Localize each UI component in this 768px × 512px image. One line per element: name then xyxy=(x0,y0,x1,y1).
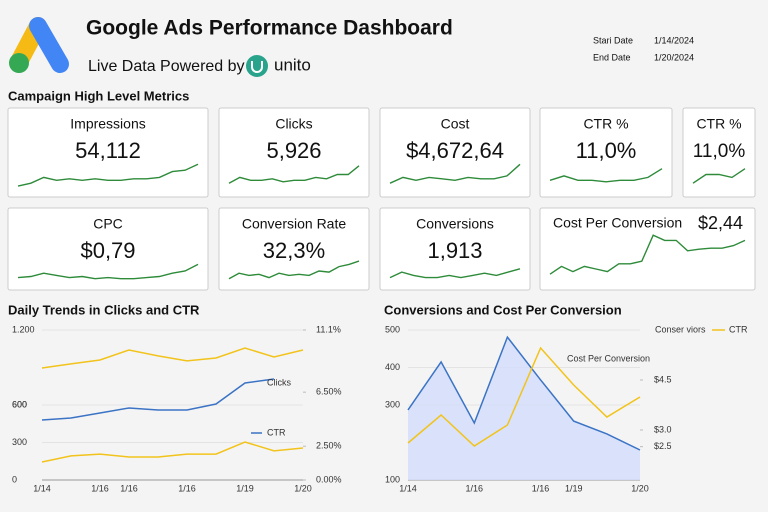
metric-card xyxy=(379,107,531,198)
series-label: Cost Per Conversion xyxy=(567,353,650,363)
legend-label: CTR xyxy=(729,324,748,334)
x-tick-label: 1/16 xyxy=(91,483,109,493)
card-label: Conversion Rate xyxy=(242,216,346,232)
section-title: Campaign High Level Metrics xyxy=(8,88,189,103)
y-tick-label: 100 xyxy=(385,474,400,484)
legend-label: Conser viors xyxy=(655,324,706,334)
card-value: 54,112 xyxy=(75,138,141,163)
series-line xyxy=(41,441,304,463)
x-tick-label: 1/19 xyxy=(236,483,254,493)
y2-tick-label: 11.1% xyxy=(316,324,341,334)
series-line xyxy=(407,335,641,451)
unito-glyph xyxy=(251,61,263,73)
card-value: 11,0% xyxy=(693,141,746,162)
chart-title: Daily Trends in Clicks and CTR xyxy=(8,302,200,317)
x-tick-label: 1/20 xyxy=(631,483,649,493)
sparkline xyxy=(17,263,199,280)
google-ads-logo xyxy=(9,17,69,73)
card-label: Conversions xyxy=(416,216,494,232)
y-tick-label: 600 xyxy=(12,399,27,409)
subtitle: Live Data Powered by xyxy=(88,58,245,75)
y-tick-label: 1.200 xyxy=(12,324,35,334)
card-value: 5,926 xyxy=(266,138,321,163)
x-tick-label: 1/16 xyxy=(532,483,550,493)
metric-card xyxy=(218,107,370,198)
sparkline xyxy=(17,163,199,187)
card-label: Clicks xyxy=(275,116,312,132)
date-label: End Date xyxy=(593,52,631,62)
sparkline xyxy=(692,168,746,184)
sparkline xyxy=(228,165,360,184)
y2-tick-label: $4.5 xyxy=(654,374,672,384)
chart-title: Conversions and Cost Per Conversion xyxy=(384,302,622,317)
series-line xyxy=(41,347,304,369)
card-label: Cost xyxy=(441,116,470,132)
area xyxy=(408,337,640,480)
date-value: 1/14/2024 xyxy=(654,35,694,45)
sparkline xyxy=(228,260,360,280)
x-tick-label: 1/19 xyxy=(565,483,583,493)
x-tick-label: 1/16 xyxy=(466,483,484,493)
card-label: CPC xyxy=(93,216,123,232)
sparkline xyxy=(549,168,663,183)
x-tick-label: 1/16 xyxy=(178,483,196,493)
card-label: CTR % xyxy=(583,116,628,132)
metric-card xyxy=(379,207,531,291)
y-tick-label: 500 xyxy=(385,324,400,334)
y-tick-label: 600 xyxy=(12,399,27,409)
y2-tick-label: 0.00% xyxy=(316,474,342,484)
y-tick-label: 300 xyxy=(12,437,27,447)
y-tick-label: 0 xyxy=(12,474,17,484)
x-tick-label: 1/14 xyxy=(33,483,51,493)
unito-icon xyxy=(246,55,268,77)
sparkline xyxy=(389,268,521,279)
metric-card xyxy=(7,107,209,198)
metric-card xyxy=(7,207,209,291)
x-tick-label: 1/14 xyxy=(399,483,417,493)
card-value: 1,913 xyxy=(427,238,482,263)
sparkline xyxy=(549,234,746,275)
card-value: $2,44 xyxy=(698,213,743,233)
date-value: 1/20/2024 xyxy=(654,52,694,62)
series-line xyxy=(41,378,275,421)
card-value: $4,672,64 xyxy=(406,138,504,163)
card-label: Cost Per Conversion xyxy=(553,215,682,231)
date-label: Stari Date xyxy=(593,35,633,45)
card-label: Impressions xyxy=(70,116,145,132)
card-value: $0,79 xyxy=(80,238,135,263)
card-value: 11,0% xyxy=(576,138,637,163)
y2-tick-label: $2.5 xyxy=(654,441,672,451)
brand: unito xyxy=(274,55,311,74)
legend-label: CTR xyxy=(267,427,286,437)
metric-card xyxy=(539,107,673,198)
card-value: 32,3% xyxy=(263,238,325,263)
title: Google Ads Performance Dashboard xyxy=(86,17,453,40)
metric-card xyxy=(218,207,370,291)
card-label: CTR % xyxy=(696,116,741,132)
y2-tick-label: 6.50% xyxy=(316,387,342,397)
series-line xyxy=(407,346,641,447)
y-tick-label: 400 xyxy=(385,362,400,372)
y2-tick-label: 2.50% xyxy=(316,441,342,451)
x-tick-label: 1/20 xyxy=(294,483,312,493)
y2-tick-label: $3.0 xyxy=(654,424,672,434)
sparkline xyxy=(389,163,521,184)
series-label: Clicks xyxy=(267,377,291,387)
y-tick-label: 300 xyxy=(385,399,400,409)
x-tick-label: 1/16 xyxy=(120,483,138,493)
